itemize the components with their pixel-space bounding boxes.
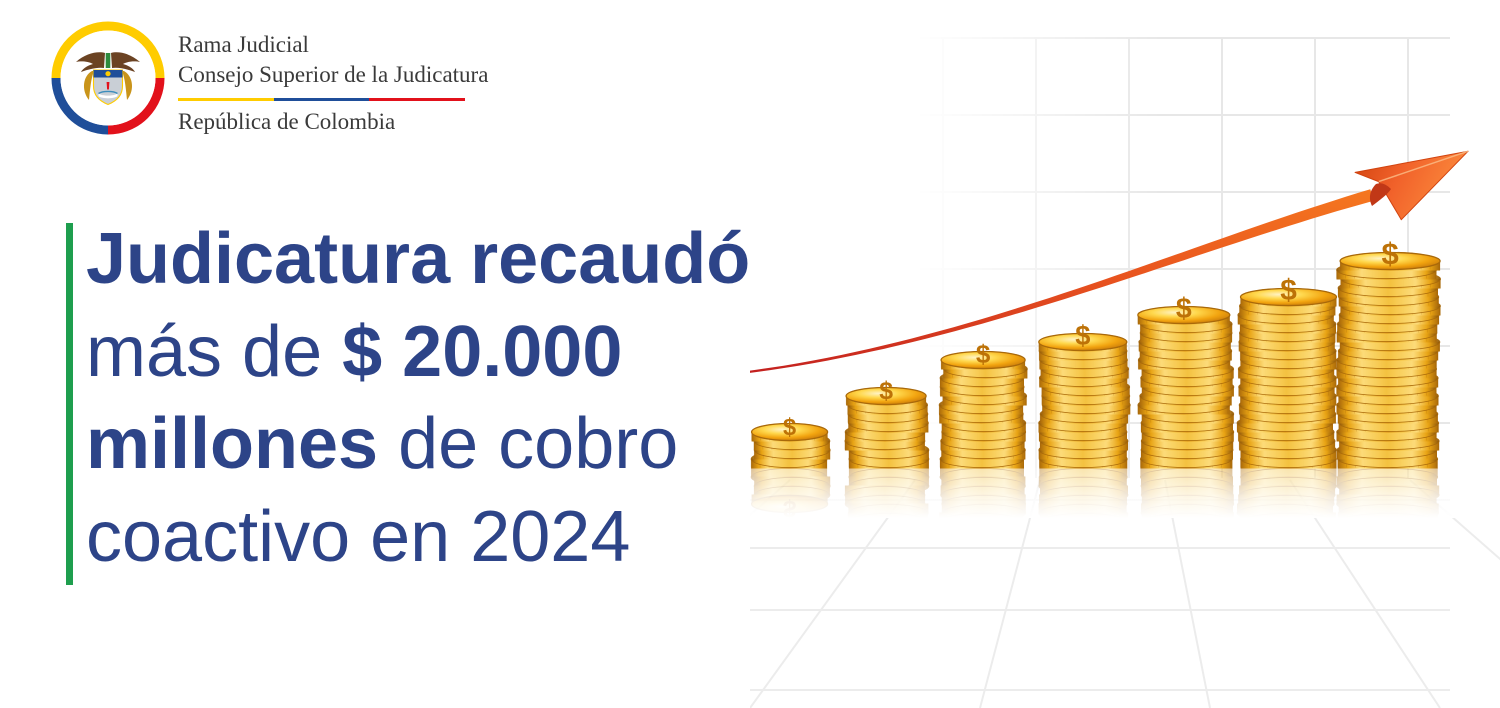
svg-text:$: $ xyxy=(1176,611,1192,643)
svg-text:$: $ xyxy=(879,378,893,405)
svg-text:$: $ xyxy=(1075,320,1090,351)
svg-text:$: $ xyxy=(1280,629,1297,662)
svg-text:$: $ xyxy=(879,531,893,558)
svg-text:$: $ xyxy=(1381,236,1398,271)
svg-text:$: $ xyxy=(976,567,991,597)
svg-text:$: $ xyxy=(1075,585,1090,616)
svg-text:$: $ xyxy=(783,415,796,441)
svg-text:$: $ xyxy=(1280,274,1297,307)
svg-text:$: $ xyxy=(976,339,991,369)
svg-text:$: $ xyxy=(1176,293,1192,325)
svg-text:$: $ xyxy=(1381,665,1398,700)
